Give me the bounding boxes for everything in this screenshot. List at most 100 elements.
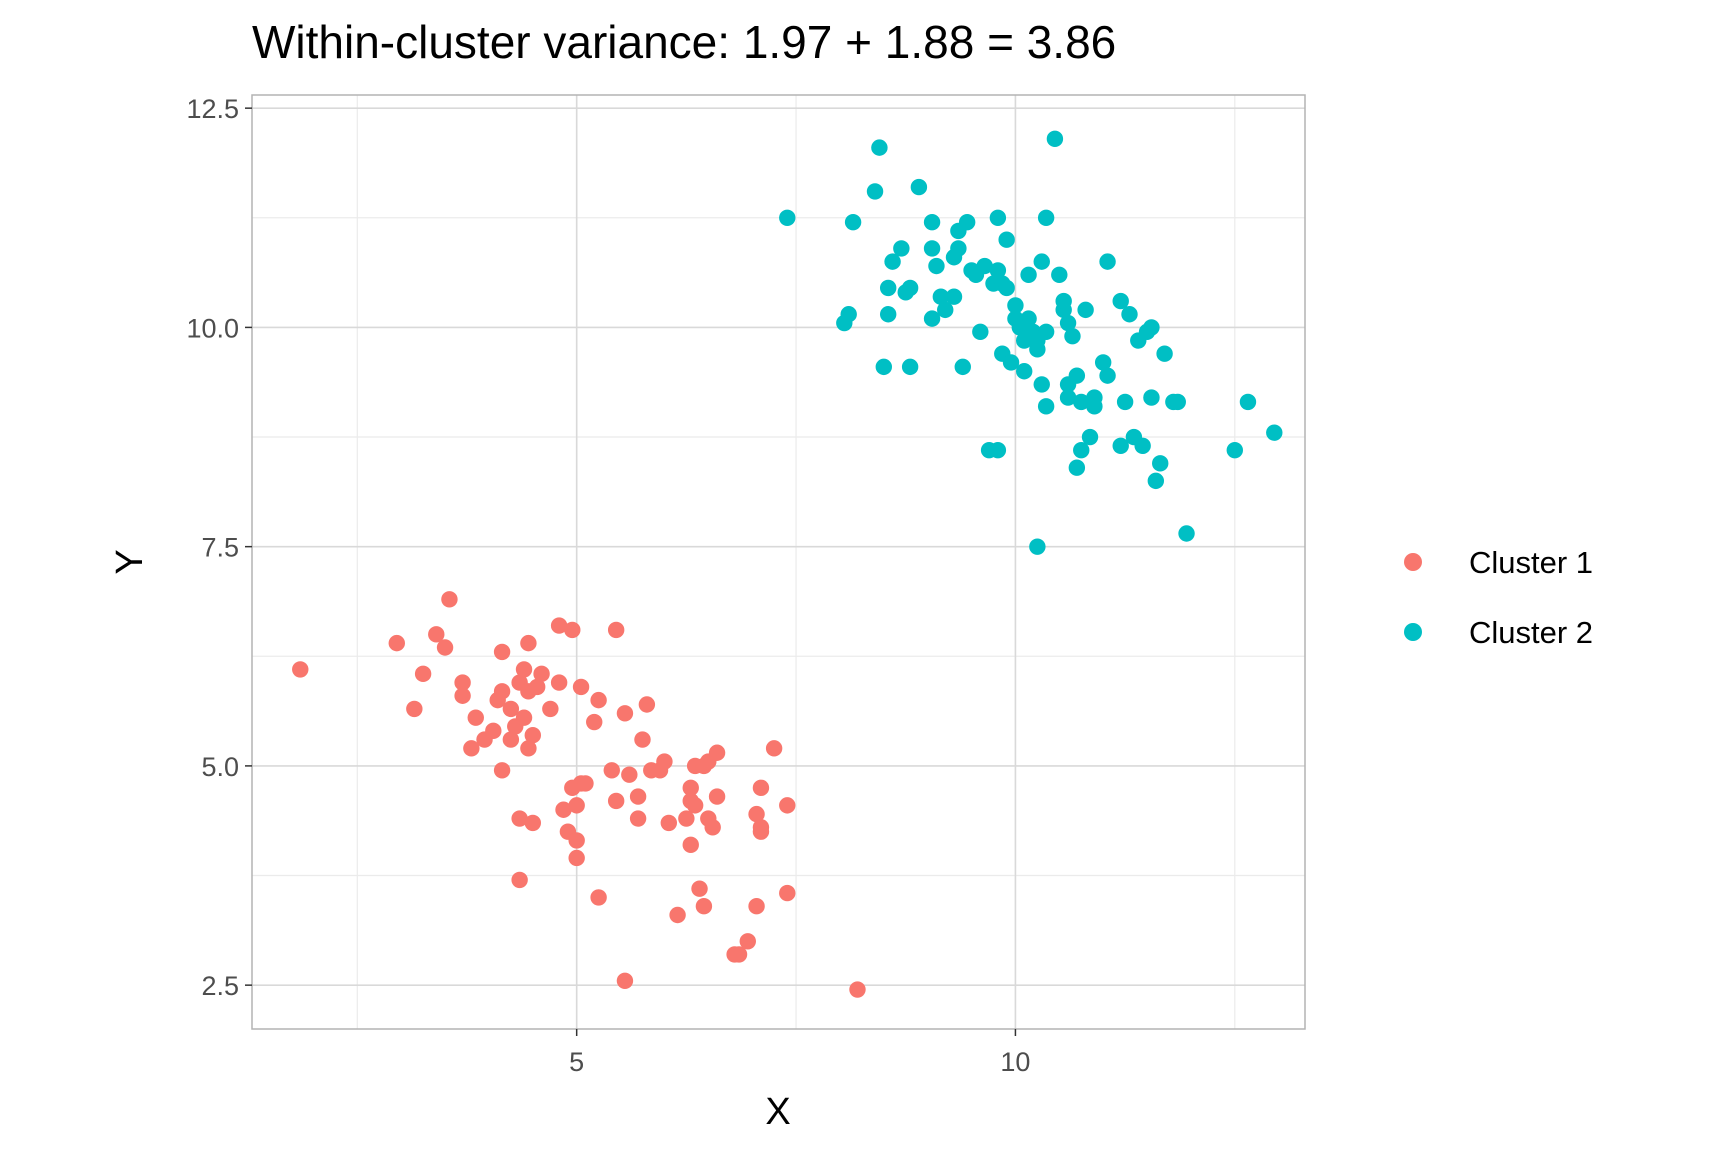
cluster-2-point [972, 323, 989, 340]
cluster-1-point [485, 722, 502, 740]
cluster-2-point [840, 306, 857, 323]
cluster-2-point [1002, 354, 1020, 371]
cluster-2-point [989, 441, 1007, 459]
cluster-1-point [428, 626, 445, 643]
cluster-2-point [1226, 441, 1244, 459]
cluster-2-point [1112, 292, 1129, 310]
cluster-1-point [695, 898, 713, 915]
cluster-1-point [542, 700, 559, 718]
cluster-1-point [568, 849, 585, 867]
cluster-2-point [884, 253, 901, 270]
cluster-2-point [1037, 209, 1055, 226]
cluster-2-point [932, 288, 950, 305]
cluster-2-point [1134, 437, 1151, 454]
cluster-1-point [708, 788, 726, 805]
cluster-2-point [1007, 297, 1024, 314]
cluster-1-point [765, 740, 783, 757]
cluster-2-point [1121, 306, 1138, 323]
y-tick-label: 12.5 [186, 94, 239, 124]
cluster-2-point [1178, 525, 1195, 542]
cluster-1-point [708, 744, 726, 761]
cluster-1-point [704, 819, 721, 836]
cluster-2-point [1051, 266, 1068, 283]
cluster-2-point [1059, 314, 1077, 332]
cluster-2-point [1094, 354, 1112, 371]
cluster-2-point [950, 240, 967, 257]
cluster-1-point [454, 674, 471, 691]
cluster-1-point [779, 884, 796, 902]
cluster-1-point [691, 880, 708, 897]
cluster-1-point [730, 946, 748, 963]
cluster-1-point [454, 687, 471, 704]
cluster-1-point [590, 889, 607, 906]
cluster-1-point [603, 762, 620, 779]
cluster-1-point [590, 691, 607, 709]
cluster-1-point [511, 871, 528, 889]
cluster-2-point [1099, 367, 1116, 384]
cluster-2-point [989, 209, 1007, 226]
cluster-2-point [1081, 428, 1099, 446]
cluster-2-point [1020, 310, 1037, 327]
y-tick-label: 10.0 [186, 313, 239, 343]
legend-key-cluster-2 [1404, 623, 1422, 641]
cluster-1-point [388, 634, 405, 652]
chart-title: Within-cluster variance: 1.97 + 1.88 = 3… [252, 16, 1116, 68]
cluster-2-point [1112, 437, 1129, 454]
cluster-2-point [1037, 323, 1055, 340]
cluster-1-point [502, 731, 520, 748]
cluster-1-point [520, 740, 537, 757]
cluster-1-point [678, 810, 695, 827]
y-axis-title: Y [109, 549, 151, 574]
cluster-2-point [1073, 393, 1090, 411]
cluster-2-point [901, 358, 919, 376]
cluster-1-point [748, 898, 765, 915]
cluster-1-point [493, 762, 511, 779]
cluster-1-point [572, 678, 590, 696]
cluster-1-point [515, 709, 533, 726]
cluster-2-point [928, 257, 945, 275]
cluster-2-point [871, 139, 888, 156]
cluster-1-point [682, 779, 699, 797]
cluster-2-point [1143, 319, 1160, 336]
cluster-1-point [292, 661, 309, 678]
cluster-2-point [1033, 253, 1050, 270]
x-axis-ticks: 5 10 [569, 1029, 1030, 1077]
cluster-2-point [945, 288, 963, 305]
cluster-2-point [866, 183, 884, 200]
cluster-1-point [752, 779, 770, 797]
cluster-1-point [414, 665, 432, 683]
cluster-1-point [607, 621, 625, 639]
cluster-2-point [923, 213, 941, 231]
cluster-1-point [533, 665, 550, 683]
cluster-1-point [550, 674, 568, 691]
cluster-1-point [441, 591, 458, 608]
legend-label-cluster-2: Cluster 2 [1469, 615, 1593, 650]
legend-key-cluster-1 [1404, 553, 1422, 571]
cluster-2-point [998, 279, 1015, 297]
cluster-1-point [467, 709, 484, 726]
cluster-1-point [577, 775, 594, 792]
cluster-2-point [1068, 367, 1086, 384]
cluster-2-point [1029, 538, 1046, 555]
cluster-1-point [524, 814, 541, 832]
cluster-2-point [779, 209, 796, 226]
cluster-1-point [616, 972, 634, 989]
cluster-2-point [879, 279, 897, 297]
cluster-2-point [1064, 327, 1081, 345]
cluster-2-point [1266, 424, 1283, 441]
cluster-2-point [1239, 393, 1257, 411]
cluster-1-point [629, 810, 647, 827]
cluster-2-point [1086, 398, 1103, 415]
cluster-2-point [923, 240, 941, 257]
cluster-2-point [1152, 455, 1169, 472]
cluster-2-point [1099, 253, 1116, 270]
cluster-1-point [638, 696, 656, 713]
cluster-2-point [879, 306, 897, 323]
cluster-2-point [910, 178, 928, 196]
cluster-2-point [1033, 376, 1050, 393]
cluster-1-point [752, 819, 770, 836]
cluster-2-point [976, 257, 993, 275]
cluster-1-point [515, 661, 533, 678]
cluster-2-point [1068, 459, 1086, 476]
